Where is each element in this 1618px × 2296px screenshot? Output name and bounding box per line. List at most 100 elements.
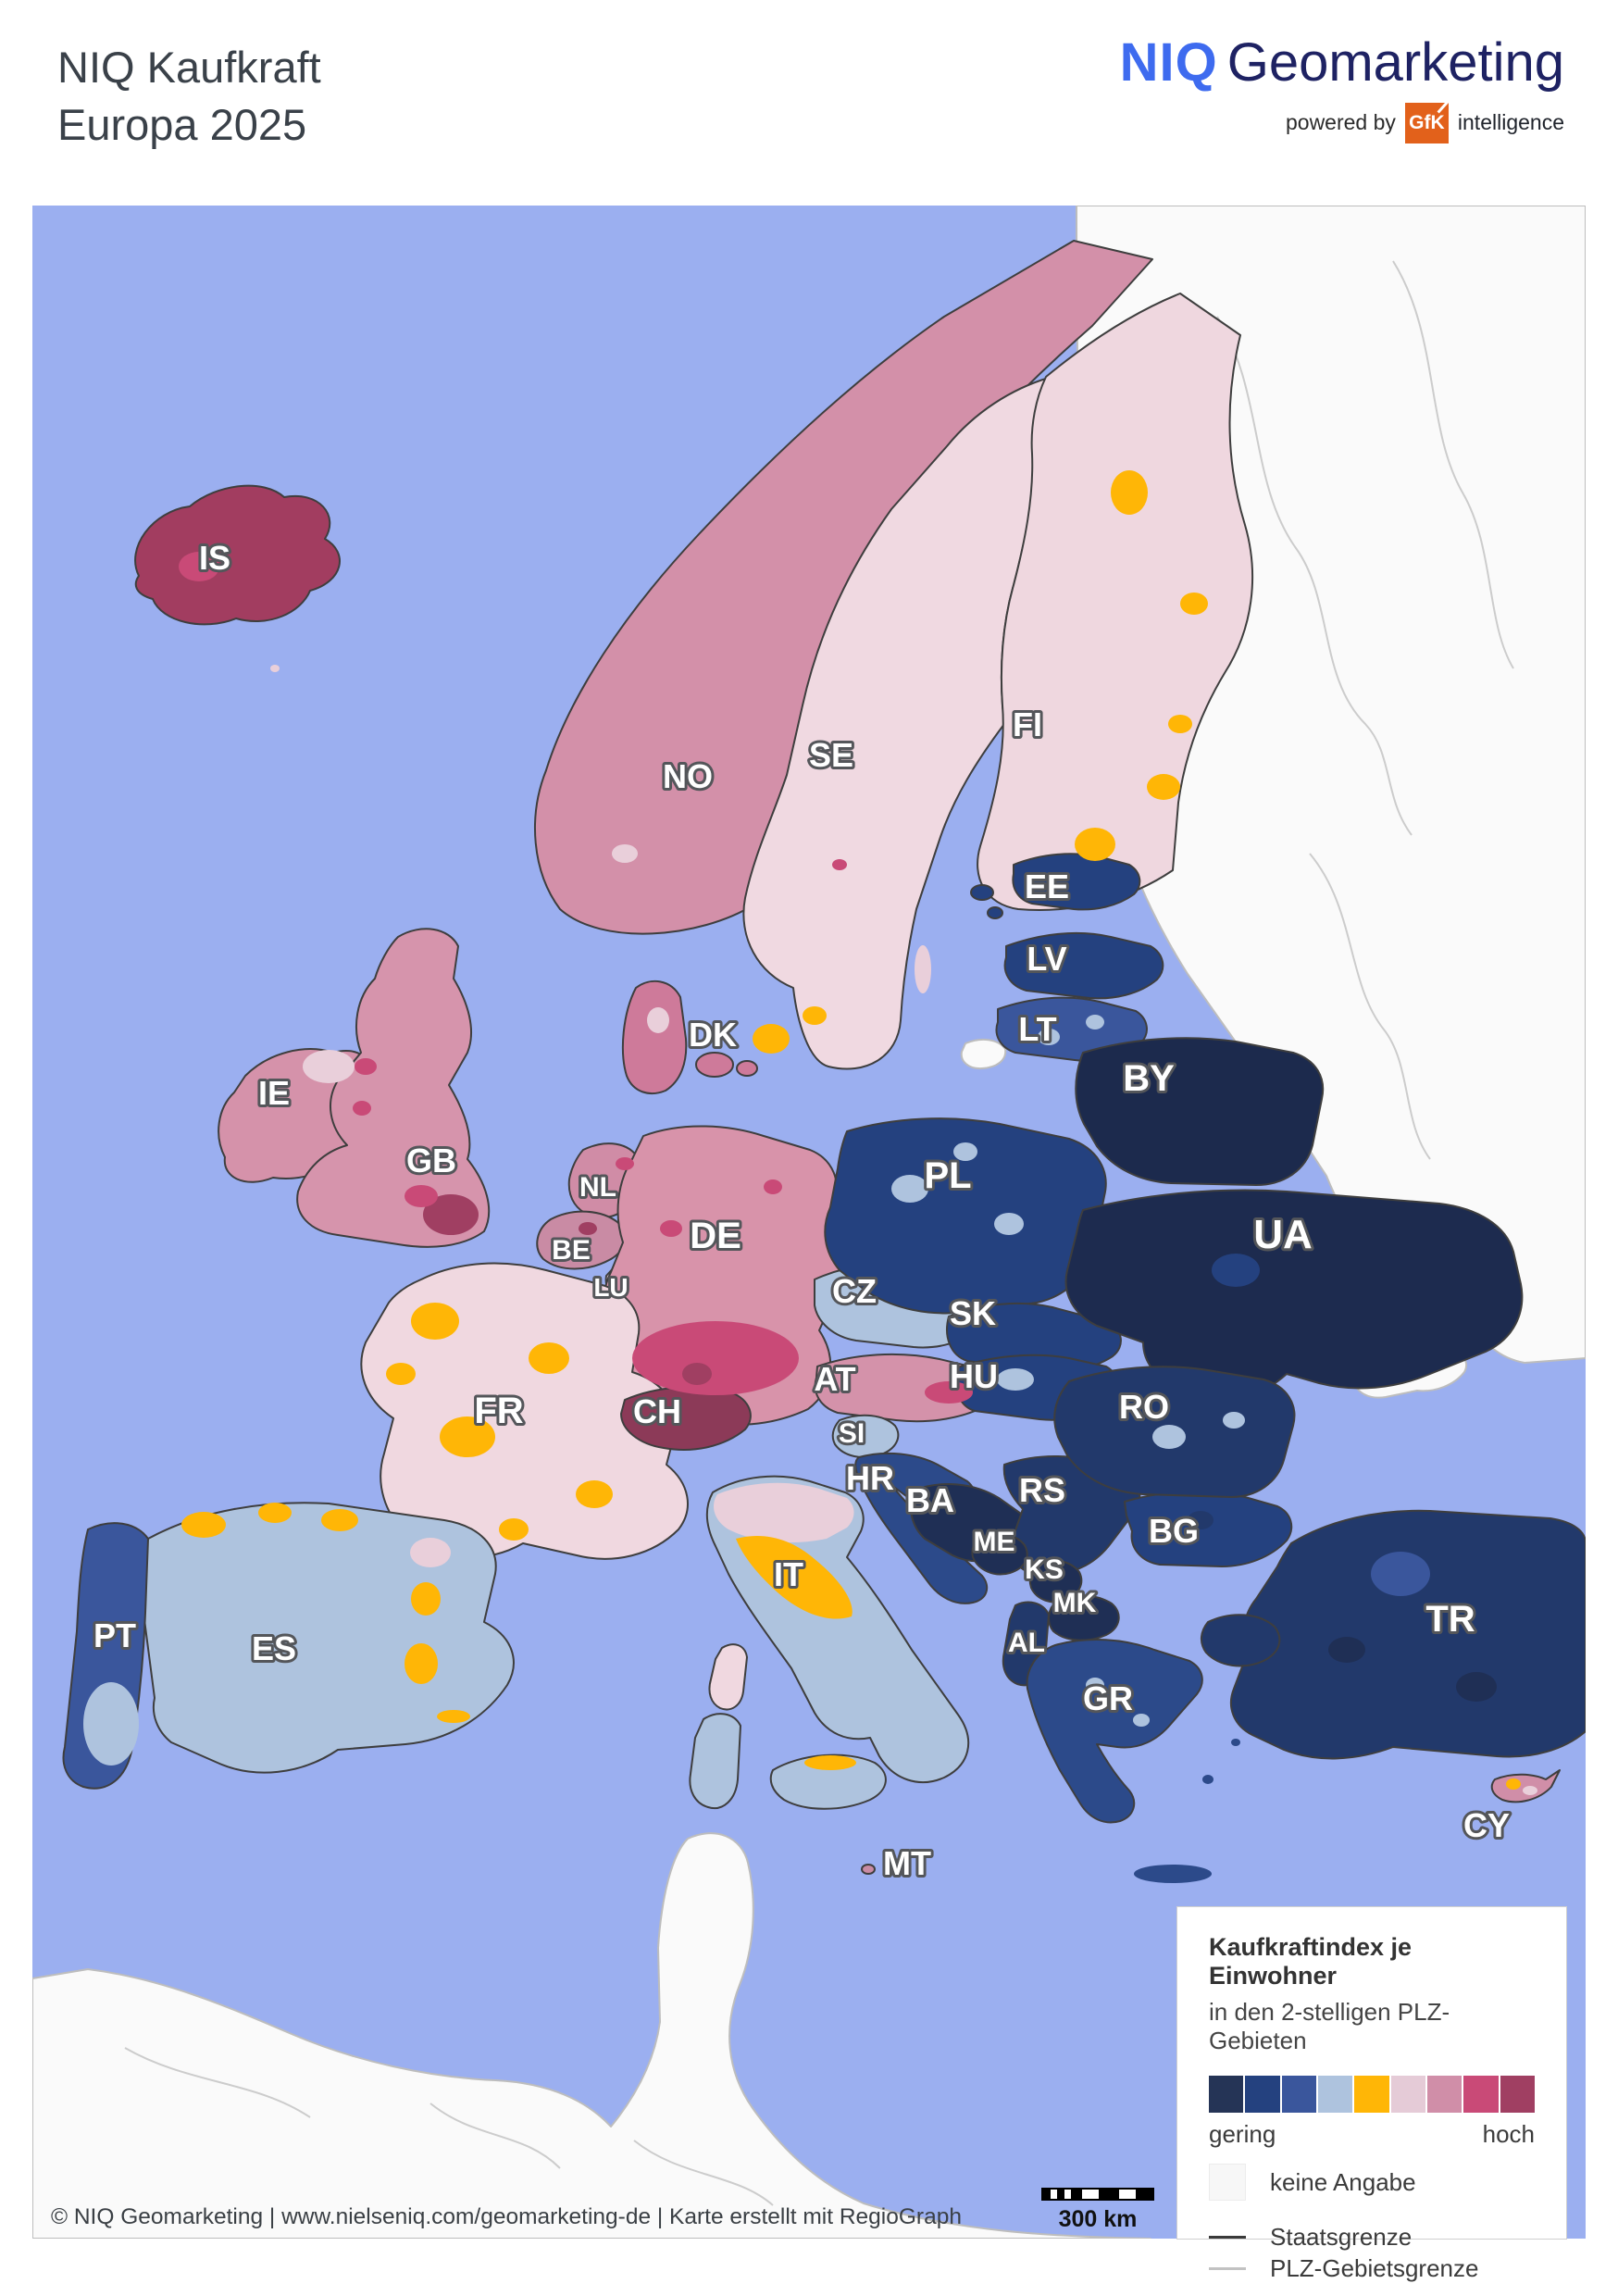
patch-gb-2 [355,1058,377,1075]
patch-dk [647,1007,669,1033]
logo-wordmark: NIQ Geomarketing [1120,34,1564,92]
country-label-LT: LT [1018,1010,1056,1048]
legend-lines: Staatsgrenze PLZ-Gebietsgrenze [1209,2221,1535,2284]
country-EE-islands-2 [987,906,1003,919]
legend-class-2 [1245,2076,1280,2113]
admin-borders-russia-2 [1392,260,1514,669]
legend-class-6 [1390,2076,1425,2113]
country-label-CY: CY [1463,1806,1510,1844]
patch-de-2 [764,1179,782,1194]
patch-northern-ireland [303,1050,355,1083]
patch-bg [1188,1511,1214,1529]
country-label-IE: IE [258,1074,290,1112]
state-border-line-sample [1209,2235,1246,2239]
country-CY [1490,1769,1561,1803]
patch-fr-5 [386,1363,416,1385]
scale-bar-segment [1071,2190,1082,2199]
scale-bar-segment [1064,2190,1071,2199]
country-label-DK: DK [689,1016,737,1054]
scale-bar-segment [1119,2190,1136,2199]
patch-aegean-1 [1202,1775,1214,1784]
patch-fr-6 [499,1518,529,1541]
patch-fr-3 [440,1416,495,1457]
country-MT [861,1864,876,1875]
patch-gr-1 [1086,1678,1104,1692]
patch-cy-2 [1523,1786,1537,1795]
powered-by-text: powered by [1285,110,1396,135]
patch-ro-2 [1223,1412,1245,1429]
intelligence-text: intelligence [1457,110,1564,135]
patch-se-1 [753,1024,790,1054]
gfk-logo: GfK [1404,102,1449,144]
patch-it-center [736,1535,853,1619]
patch-lt-2 [1086,1015,1104,1029]
country-label-CZ: CZ [832,1272,877,1310]
country-label-UA: UA [1253,1212,1313,1257]
country-MK [1048,1594,1120,1641]
country-label-HU: HU [950,1357,998,1395]
legend-low-label: gering [1209,2120,1276,2148]
patch-fi-2 [1147,774,1180,800]
scale-bar: 300 km [1041,2188,1154,2233]
country-label-AL: AL [1008,1628,1045,1658]
scale-bar-label: 300 km [1058,2206,1138,2232]
country-label-NO: NO [663,757,713,795]
country-SK [946,1302,1122,1373]
patch-pl-2 [994,1213,1024,1235]
country-IS [134,484,341,626]
country-UA [1064,1189,1524,1400]
country-label-FI: FI [1013,705,1042,743]
country-label-GB: GB [406,1142,456,1179]
patch-de-munich [682,1363,712,1385]
country-EE [1012,853,1141,911]
legend-high-label: hoch [1482,2120,1535,2148]
patch-fi-3 [1111,470,1148,515]
legend-plz-border-row: PLZ-Gebietsgrenze [1209,2252,1535,2284]
country-label-PT: PT [93,1616,136,1654]
patch-pt-south [83,1682,139,1766]
patch-aegean-2 [1231,1739,1240,1746]
page-title: NIQ Kaufkraft Europa 2025 [57,39,321,154]
country-label-KS: KS [1025,1554,1064,1585]
country-label-SK: SK [950,1294,996,1332]
plz-border-line-sample [1209,2266,1246,2270]
country-label-RO: RO [1119,1388,1169,1426]
patch-pl-3 [953,1142,977,1161]
powered-by-row: powered by GfK intelligence [1120,102,1564,144]
country-ME [971,1533,1028,1576]
gfk-logo-text: GfK [1409,111,1445,133]
scale-bar-segment [1082,2190,1099,2199]
patch-london [423,1194,479,1235]
legend-title: Kaufkraftindex je Einwohner [1209,1933,1413,1990]
country-LV [1003,931,1164,1000]
patch-fr-2 [529,1342,569,1374]
legend-class-8 [1463,2076,1499,2113]
patch-lt-1 [1038,1029,1060,1045]
patch-crete [1134,1865,1212,1883]
patch-gb [404,1185,438,1207]
country-label-LU: LU [593,1273,628,1302]
country-label-IT: IT [774,1555,803,1593]
region-africa-nodata [32,1832,1151,2239]
patch-faroe [270,665,280,672]
europe-map: IS NO SE FI EE LV LT BY IE GB DK NL BE LU DE PL UA CZ SK FR… [32,206,1586,2282]
country-label-MK: MK [1053,1588,1097,1618]
patch-es-3 [321,1509,358,1531]
patch-pl-1 [891,1175,928,1203]
legend-subtitle: in den 2-stelligen PLZ-Gebieten [1209,1998,1450,2054]
patch-ua [1212,1254,1260,1287]
patch-hu-center [997,1368,1034,1391]
scale-bar-segment [1136,2190,1152,2199]
patch-es-1 [181,1512,226,1538]
patch-it-north [714,1482,854,1543]
country-label-FR: FR [474,1391,523,1431]
patch-fi-4 [1180,593,1208,615]
patch-es-6 [410,1538,451,1567]
country-label-MT: MT [883,1844,931,1882]
patch-fr-4 [576,1480,613,1508]
patch-es-5 [404,1643,438,1684]
country-label-ES: ES [252,1629,296,1667]
patch-dublin [353,1101,371,1116]
